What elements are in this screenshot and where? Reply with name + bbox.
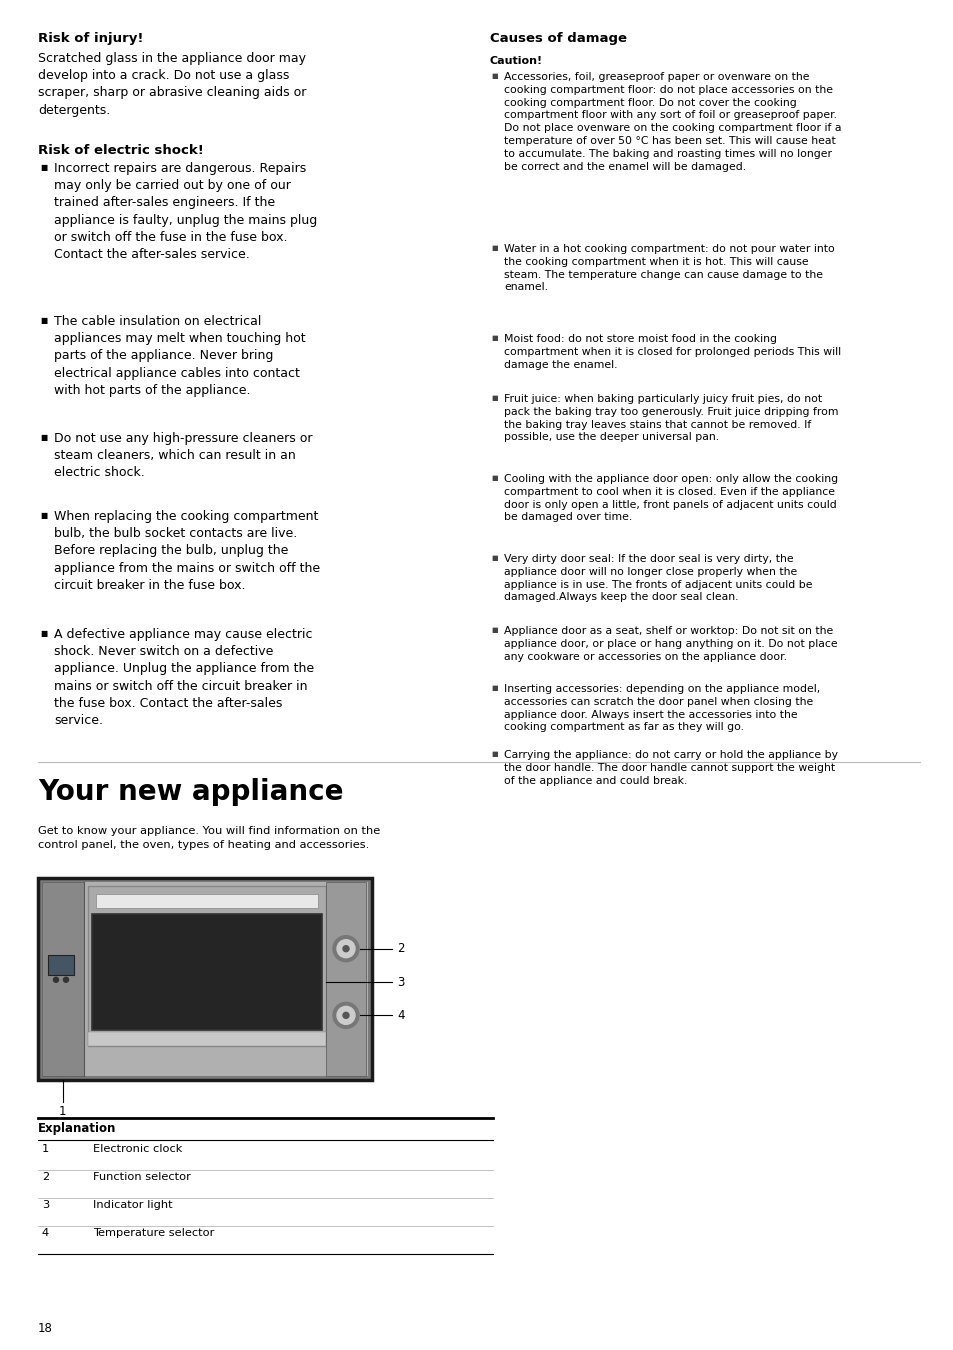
Bar [88,886,326,1046]
Text: A defective appliance may cause electric
shock. Never switch on a defective
appl: A defective appliance may cause electric… [54,628,314,728]
Text: Get to know your appliance. You will find information on the
control panel, the : Get to know your appliance. You will fin… [38,826,380,849]
Bar [96,894,317,909]
Text: ■: ■ [40,512,48,520]
Text: 3: 3 [396,976,404,988]
Circle shape [64,977,69,983]
Text: Carrying the appliance: do not carry or hold the appliance by
the door handle. T: Carrying the appliance: do not carry or … [503,751,837,786]
Text: Temperature selector: Temperature selector [92,1228,214,1238]
Bar [326,882,366,1076]
Text: Water in a hot cooking compartment: do not pour water into
the cooking compartme: Water in a hot cooking compartment: do n… [503,244,834,293]
Bar [42,882,368,1076]
Text: Risk of injury!: Risk of injury! [38,32,143,45]
Text: ■: ■ [491,626,497,633]
Text: Caution!: Caution! [490,55,542,66]
Bar [48,954,74,975]
Text: 18: 18 [38,1322,52,1335]
Text: ■: ■ [491,684,497,691]
Text: 4: 4 [396,1008,404,1022]
Text: ■: ■ [40,163,48,171]
Text: Scratched glass in the appliance door may
develop into a crack. Do not use a gla: Scratched glass in the appliance door ma… [38,53,306,116]
Circle shape [336,940,355,957]
Text: ■: ■ [40,629,48,639]
Text: Your new appliance: Your new appliance [38,778,343,806]
Text: ■: ■ [491,751,497,757]
Text: The cable insulation on electrical
appliances may melt when touching hot
parts o: The cable insulation on electrical appli… [54,315,305,397]
Text: ■: ■ [40,316,48,325]
Text: Fruit juice: when baking particularly juicy fruit pies, do not
pack the baking t: Fruit juice: when baking particularly ju… [503,394,838,443]
Text: When replacing the cooking compartment
bulb, the bulb socket contacts are live.
: When replacing the cooking compartment b… [54,510,320,591]
Text: Risk of electric shock!: Risk of electric shock! [38,144,204,157]
Text: Appliance door as a seat, shelf or worktop: Do not sit on the
appliance door, or: Appliance door as a seat, shelf or workt… [503,626,837,661]
Text: Causes of damage: Causes of damage [490,32,626,45]
Bar [88,1031,326,1046]
Circle shape [336,1006,355,1025]
Bar [38,878,372,1080]
Text: ■: ■ [491,244,497,251]
Text: Electronic clock: Electronic clock [92,1143,182,1154]
Text: ■: ■ [491,555,497,562]
Circle shape [343,946,349,952]
Text: ■: ■ [491,475,497,481]
Text: Cooling with the appliance door open: only allow the cooking
compartment to cool: Cooling with the appliance door open: on… [503,474,838,522]
Text: Very dirty door seal: If the door seal is very dirty, the
appliance door will no: Very dirty door seal: If the door seal i… [503,554,812,602]
Text: 4: 4 [42,1228,49,1238]
Text: 1: 1 [59,1106,67,1118]
Text: 1: 1 [42,1143,50,1154]
Bar [42,882,84,1076]
Text: Accessories, foil, greaseproof paper or ovenware on the
cooking compartment floo: Accessories, foil, greaseproof paper or … [503,72,841,171]
Text: 2: 2 [396,942,404,956]
Text: Indicator light: Indicator light [92,1200,172,1210]
Bar [91,914,322,1030]
Text: Explanation: Explanation [38,1122,116,1135]
Text: 2: 2 [42,1172,49,1183]
Circle shape [343,1012,349,1018]
Text: 3: 3 [42,1200,50,1210]
Text: Incorrect repairs are dangerous. Repairs
may only be carried out by one of our
t: Incorrect repairs are dangerous. Repairs… [54,162,317,261]
Text: ■: ■ [40,433,48,441]
Text: ■: ■ [491,335,497,342]
Text: Do not use any high-pressure cleaners or
steam cleaners, which can result in an
: Do not use any high-pressure cleaners or… [54,432,313,479]
Text: ■: ■ [491,396,497,401]
Text: ■: ■ [491,73,497,80]
Text: Moist food: do not store moist food in the cooking
compartment when it is closed: Moist food: do not store moist food in t… [503,333,841,370]
Circle shape [53,977,58,983]
Circle shape [333,1002,358,1029]
Text: Function selector: Function selector [92,1172,191,1183]
Text: Inserting accessories: depending on the appliance model,
accessories can scratch: Inserting accessories: depending on the … [503,684,820,733]
Circle shape [333,936,358,961]
